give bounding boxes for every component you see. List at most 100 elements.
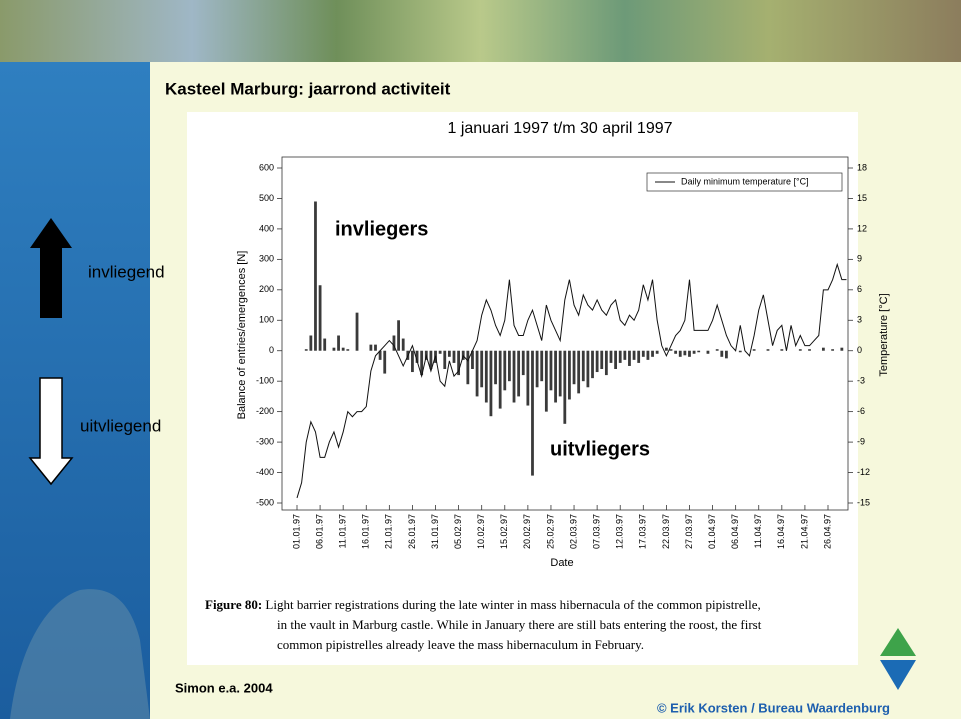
arrow-down xyxy=(28,377,74,486)
bar xyxy=(821,347,825,351)
bar xyxy=(623,350,627,360)
y-tick-label: -500 xyxy=(256,497,274,507)
bar xyxy=(447,350,451,357)
bar xyxy=(420,350,424,376)
bar xyxy=(374,344,377,351)
bar xyxy=(664,347,668,351)
y2-tick-label: 3 xyxy=(857,315,862,325)
caption-line: Figure 80: Light barrier registrations d… xyxy=(205,597,761,612)
bar xyxy=(517,350,521,397)
x-tick-label: 22.03.97 xyxy=(661,514,671,549)
bar xyxy=(323,338,327,351)
y-tick-label: -200 xyxy=(256,406,274,416)
x-tick-label: 21.01.97 xyxy=(384,514,394,549)
bar xyxy=(692,350,696,354)
x-tick-label: 11.04.97 xyxy=(753,514,763,548)
y-tick-label: 100 xyxy=(259,315,274,325)
bar xyxy=(697,350,701,353)
bar xyxy=(609,350,613,363)
bar xyxy=(475,350,479,397)
x-tick-label: 26.01.97 xyxy=(407,514,417,549)
bar xyxy=(563,350,567,424)
bar xyxy=(600,350,604,369)
bar xyxy=(411,350,414,373)
chart-title: 1 januari 1997 t/m 30 april 1997 xyxy=(447,120,672,137)
bar xyxy=(471,350,474,369)
banner-photo xyxy=(0,0,961,62)
bar xyxy=(798,349,802,351)
bar xyxy=(415,350,419,363)
bar xyxy=(540,350,544,382)
bar xyxy=(572,350,576,385)
bar xyxy=(508,350,511,382)
bar xyxy=(401,338,405,351)
bird-silhouette xyxy=(10,589,150,719)
y2-tick-label: 12 xyxy=(857,223,867,233)
x-tick-label: 16.04.97 xyxy=(776,514,786,549)
source-note: Simon e.a. 2004 xyxy=(175,680,273,695)
x-tick-label: 11.01.97 xyxy=(338,514,348,548)
bar xyxy=(309,335,313,351)
bar xyxy=(831,349,835,351)
x-tick-label: 21.04.97 xyxy=(799,514,809,549)
bar xyxy=(808,349,811,351)
bar xyxy=(498,350,502,409)
bar xyxy=(355,312,359,351)
y-tick-label: -100 xyxy=(256,376,274,386)
bar xyxy=(337,335,340,351)
x-tick-label: 05.02.97 xyxy=(453,514,463,549)
bar xyxy=(346,349,350,351)
bar xyxy=(641,350,645,357)
bar xyxy=(535,350,539,388)
bar xyxy=(637,350,641,363)
x-tick-label: 06.04.97 xyxy=(730,514,740,549)
bar xyxy=(655,350,659,354)
x-tick-label: 27.03.97 xyxy=(684,514,694,549)
bar xyxy=(752,349,756,351)
bar xyxy=(632,350,636,360)
bar xyxy=(383,350,387,374)
bar xyxy=(715,349,719,351)
bar xyxy=(304,349,308,351)
x-axis-label: Date xyxy=(550,557,573,569)
bar xyxy=(369,344,373,351)
bar xyxy=(628,350,631,366)
logo xyxy=(880,660,916,690)
bar xyxy=(544,350,548,412)
x-tick-label: 20.02.97 xyxy=(522,514,532,549)
bar xyxy=(443,350,447,369)
logo xyxy=(880,628,916,656)
y2-tick-label: -6 xyxy=(857,406,865,416)
x-tick-label: 10.02.97 xyxy=(476,514,486,549)
bar xyxy=(341,347,345,351)
y-tick-label: -400 xyxy=(256,467,274,477)
bar xyxy=(577,350,581,394)
bar xyxy=(669,349,673,351)
y-tick-label: 400 xyxy=(259,223,274,233)
bar xyxy=(332,347,336,351)
annotation: invliegers xyxy=(335,218,428,240)
x-tick-label: 01.01.97 xyxy=(291,514,301,549)
bar xyxy=(378,350,382,360)
y2-axis-label: Temperature [°C] xyxy=(878,293,890,376)
bar xyxy=(452,350,456,363)
y-axis-label: Balance of entries/emergences [N] xyxy=(236,251,248,420)
bar xyxy=(466,350,470,385)
bar xyxy=(646,350,650,360)
bar xyxy=(738,350,742,353)
bar xyxy=(438,350,442,354)
bar xyxy=(678,350,682,357)
bar xyxy=(674,350,678,354)
x-tick-label: 26.04.97 xyxy=(822,514,832,549)
x-tick-label: 15.02.97 xyxy=(499,514,509,549)
arrow-up-label: invliegend xyxy=(88,262,165,281)
bar xyxy=(558,350,562,397)
bar xyxy=(688,350,691,357)
y2-tick-label: -12 xyxy=(857,467,870,477)
bar xyxy=(568,350,571,400)
bar xyxy=(549,350,553,391)
bar xyxy=(840,347,844,351)
bar xyxy=(618,350,622,363)
slide-title: Kasteel Marburg: jaarrond activiteit xyxy=(165,79,451,98)
